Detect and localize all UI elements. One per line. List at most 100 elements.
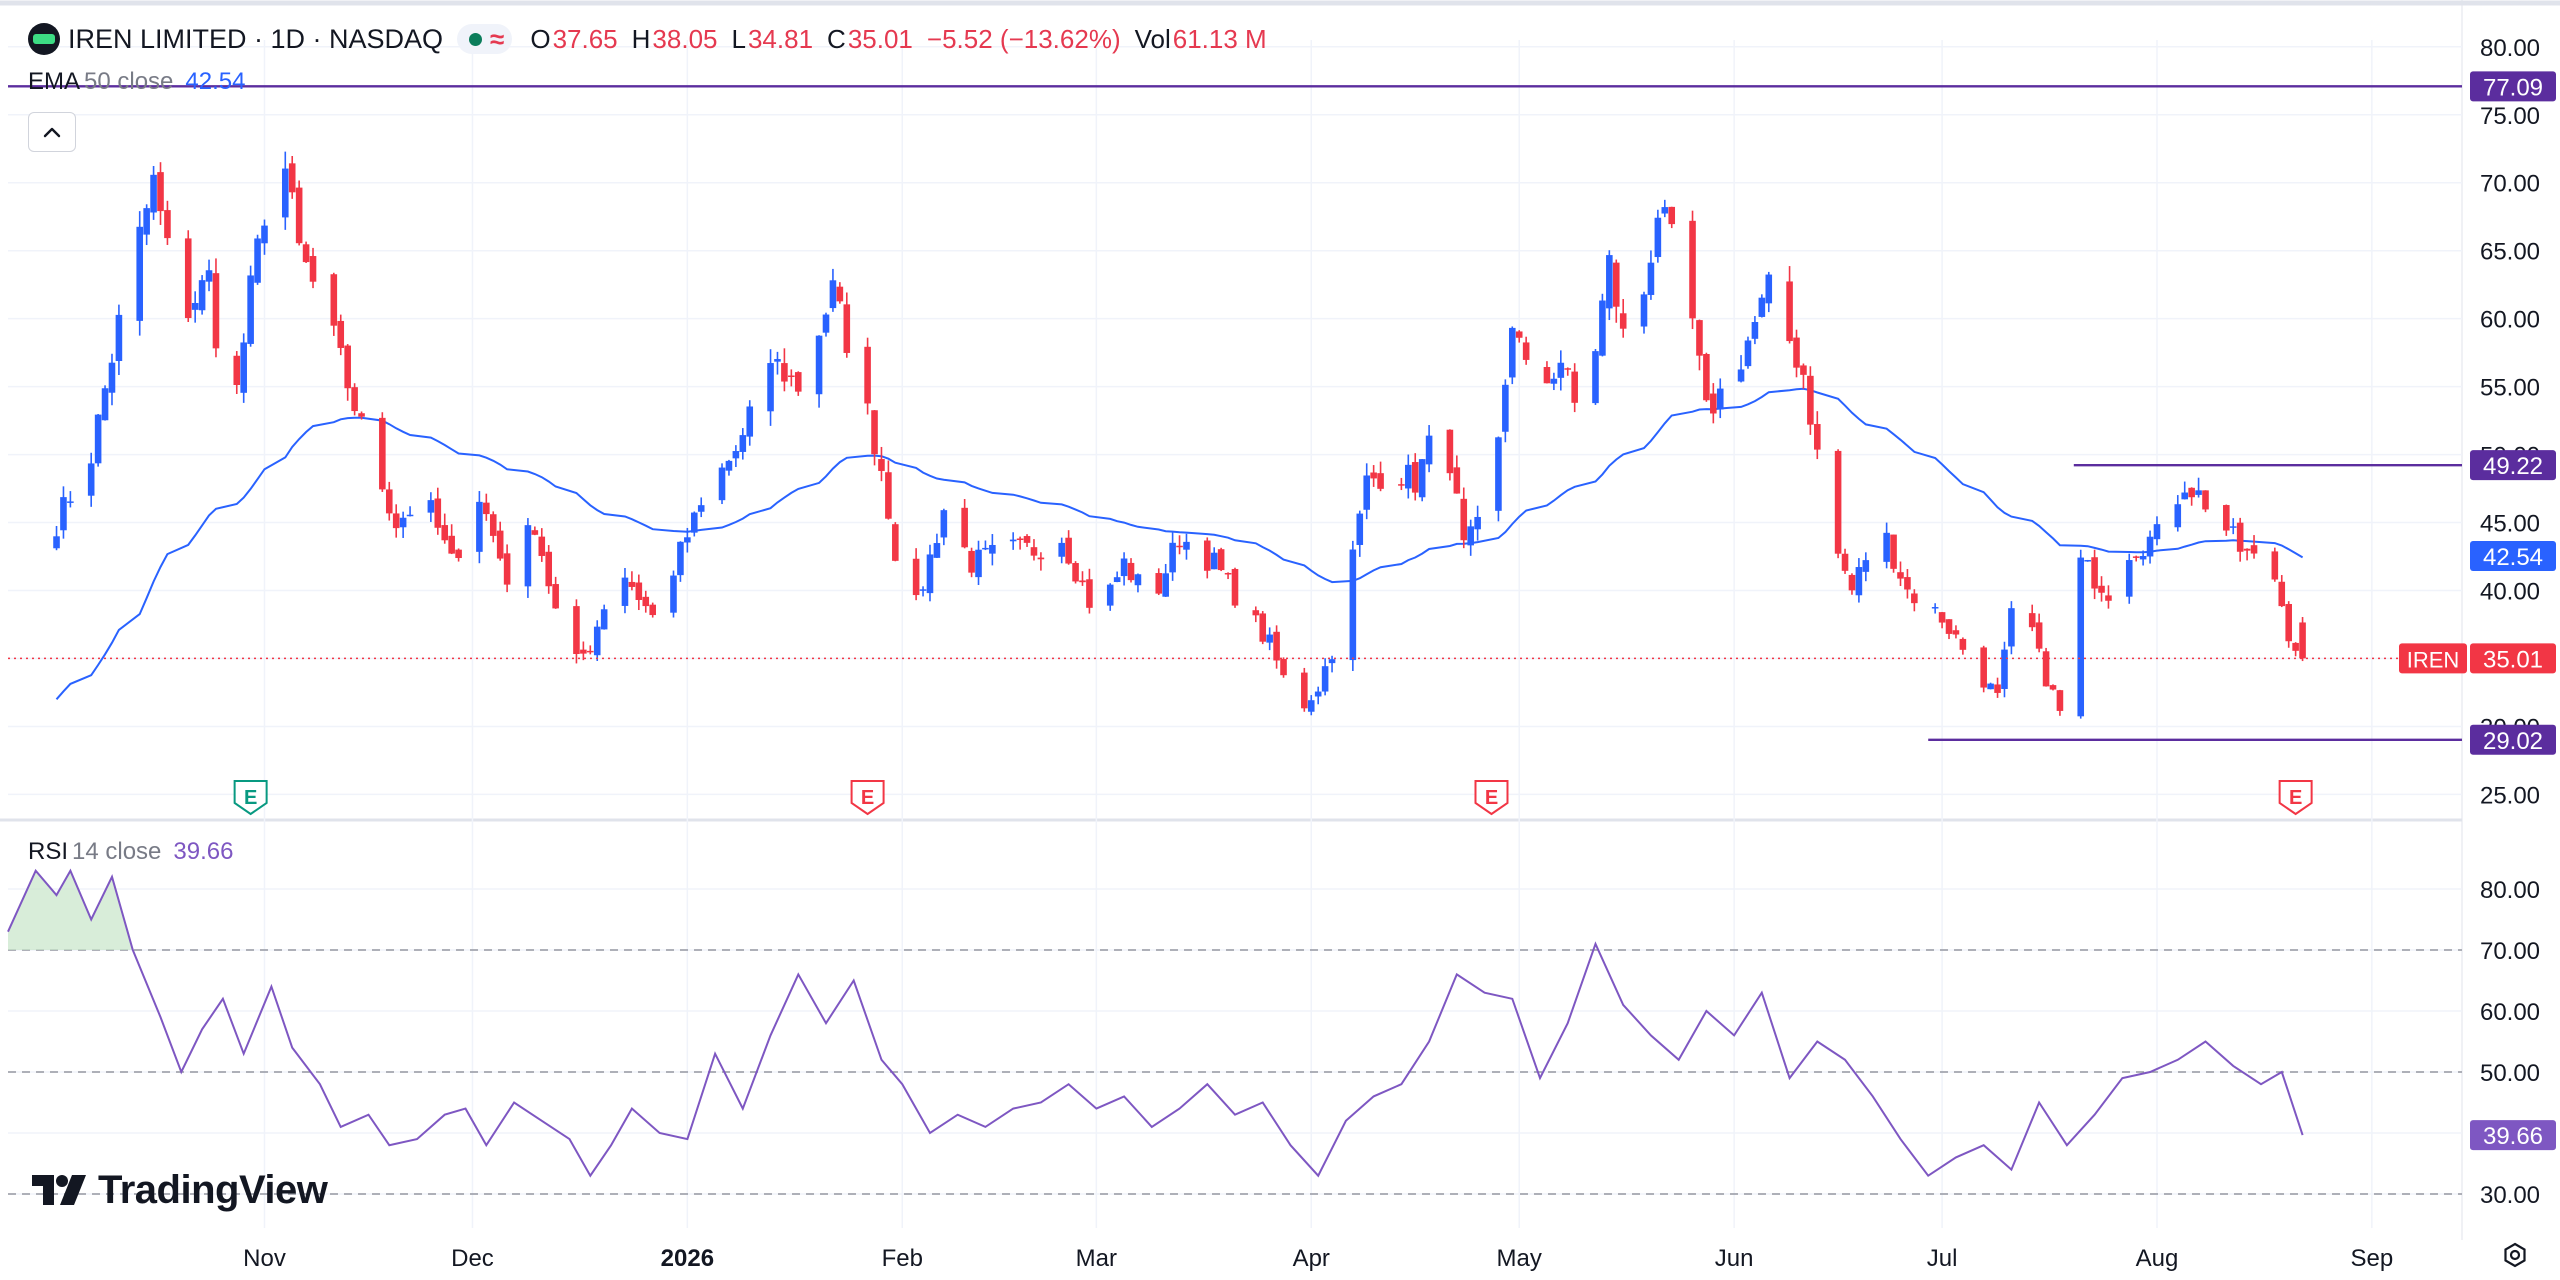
candle[interactable]: [53, 525, 60, 551]
candle[interactable]: [1668, 206, 1676, 229]
candle[interactable]: [212, 258, 220, 358]
candle[interactable]: [1945, 619, 1953, 640]
candle[interactable]: [1786, 266, 1793, 344]
settings-gear-icon[interactable]: [2500, 1240, 2530, 1270]
candle[interactable]: [1640, 291, 1648, 334]
candle[interactable]: [2299, 617, 2306, 662]
collapse-legend-button[interactable]: [28, 112, 76, 152]
candle[interactable]: [1377, 461, 1384, 492]
candle[interactable]: [1217, 547, 1225, 572]
candle[interactable]: [1405, 454, 1412, 499]
candle[interactable]: [1023, 534, 1031, 547]
candle[interactable]: [538, 528, 546, 562]
candle[interactable]: [1176, 535, 1183, 555]
candle[interactable]: [455, 548, 462, 562]
candle[interactable]: [1814, 411, 1821, 460]
candle[interactable]: [718, 463, 726, 505]
candle[interactable]: [379, 412, 386, 492]
candle[interactable]: [1356, 510, 1364, 557]
candle[interactable]: [1169, 532, 1176, 581]
candle[interactable]: [1314, 686, 1322, 705]
candle[interactable]: [1349, 540, 1357, 672]
candle[interactable]: [1647, 250, 1655, 300]
candle[interactable]: [670, 570, 677, 618]
candle[interactable]: [677, 541, 684, 582]
candle[interactable]: [545, 545, 553, 594]
candle[interactable]: [1987, 682, 1994, 690]
candle[interactable]: [878, 446, 885, 482]
candle[interactable]: [67, 491, 74, 508]
candle[interactable]: [1508, 326, 1516, 385]
candle[interactable]: [822, 312, 830, 337]
candle[interactable]: [1446, 429, 1454, 481]
candle[interactable]: [2271, 547, 2279, 582]
candle[interactable]: [580, 641, 587, 661]
candle[interactable]: [982, 540, 989, 551]
candle[interactable]: [649, 602, 656, 618]
candle[interactable]: [205, 259, 213, 292]
candle[interactable]: [2091, 549, 2098, 600]
candle[interactable]: [1515, 330, 1523, 343]
candle[interactable]: [1418, 459, 1426, 502]
candle[interactable]: [2243, 548, 2251, 561]
candle[interactable]: [2174, 495, 2182, 532]
candle[interactable]: [621, 568, 629, 614]
candle[interactable]: [1072, 561, 1079, 584]
candle[interactable]: [1855, 558, 1863, 603]
candle[interactable]: [2250, 535, 2258, 559]
candle[interactable]: [1307, 695, 1315, 716]
candle[interactable]: [1009, 532, 1017, 550]
candle[interactable]: [2077, 549, 2085, 719]
candle[interactable]: [441, 513, 449, 544]
candle[interactable]: [628, 571, 636, 591]
candle[interactable]: [115, 304, 123, 375]
candle[interactable]: [1612, 259, 1620, 323]
candle[interactable]: [1058, 537, 1065, 564]
candle[interactable]: [427, 492, 435, 522]
candle[interactable]: [829, 268, 837, 312]
candle[interactable]: [1904, 569, 1911, 599]
candle[interactable]: [281, 151, 289, 230]
candle[interactable]: [1266, 627, 1273, 651]
candle[interactable]: [815, 335, 823, 408]
candle[interactable]: [843, 292, 851, 358]
candle[interactable]: [1952, 625, 1960, 639]
candle[interactable]: [108, 353, 116, 406]
candle[interactable]: [1113, 571, 1121, 583]
candle[interactable]: [2056, 689, 2064, 716]
candle[interactable]: [1716, 378, 1724, 419]
candle[interactable]: [1696, 319, 1703, 371]
candle[interactable]: [1502, 379, 1509, 443]
candle[interactable]: [1883, 522, 1890, 569]
candle[interactable]: [2292, 642, 2299, 657]
candle[interactable]: [1259, 611, 1267, 645]
candle[interactable]: [912, 548, 920, 601]
candle[interactable]: [2035, 613, 2043, 653]
candle[interactable]: [2153, 516, 2161, 546]
candle[interactable]: [1210, 547, 1218, 570]
earnings-marker[interactable]: E: [1474, 780, 1509, 816]
candle[interactable]: [961, 499, 968, 549]
candle[interactable]: [295, 180, 303, 246]
candle[interactable]: [2098, 576, 2105, 602]
candle[interactable]: [1800, 363, 1807, 389]
candle[interactable]: [399, 511, 407, 538]
candle[interactable]: [940, 508, 948, 546]
candle[interactable]: [2236, 517, 2244, 562]
candle[interactable]: [1363, 463, 1371, 520]
candle[interactable]: [1744, 336, 1752, 369]
candle[interactable]: [2195, 477, 2202, 498]
candle[interactable]: [406, 506, 414, 517]
candle[interactable]: [635, 574, 643, 611]
candle[interactable]: [143, 204, 150, 246]
candle[interactable]: [781, 348, 788, 392]
candle[interactable]: [136, 211, 144, 336]
candle[interactable]: [1710, 383, 1717, 424]
candle[interactable]: [836, 282, 844, 304]
candle[interactable]: [2105, 585, 2112, 609]
candle[interactable]: [101, 385, 109, 421]
candle[interactable]: [1522, 336, 1530, 365]
candle[interactable]: [1758, 294, 1766, 318]
candle[interactable]: [593, 620, 601, 661]
candle[interactable]: [164, 200, 171, 245]
